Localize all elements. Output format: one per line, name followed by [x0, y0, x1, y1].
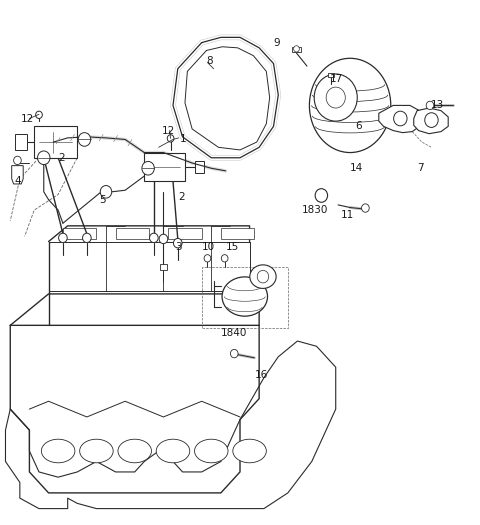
Polygon shape — [327, 73, 334, 77]
Circle shape — [394, 111, 407, 126]
Bar — [194, 161, 204, 173]
Circle shape — [230, 350, 238, 358]
Circle shape — [294, 46, 300, 52]
Text: 5: 5 — [99, 195, 106, 205]
Ellipse shape — [310, 58, 391, 153]
Circle shape — [221, 255, 228, 262]
Text: 17: 17 — [330, 74, 343, 84]
Circle shape — [13, 156, 21, 164]
Circle shape — [173, 238, 182, 248]
Text: 11: 11 — [340, 211, 354, 220]
Ellipse shape — [118, 439, 152, 463]
Text: 7: 7 — [417, 163, 424, 173]
Polygon shape — [63, 228, 96, 239]
Text: 9: 9 — [274, 38, 280, 48]
Circle shape — [361, 204, 369, 212]
Text: 15: 15 — [226, 242, 239, 252]
Polygon shape — [414, 108, 448, 134]
Text: 12: 12 — [161, 125, 175, 135]
Circle shape — [36, 111, 42, 119]
Circle shape — [425, 113, 438, 128]
Bar — [34, 127, 77, 158]
Text: 10: 10 — [202, 242, 215, 252]
Circle shape — [37, 151, 50, 164]
Circle shape — [426, 101, 434, 110]
Ellipse shape — [156, 439, 190, 463]
Circle shape — [257, 270, 269, 283]
Circle shape — [142, 162, 155, 175]
Ellipse shape — [194, 439, 228, 463]
Ellipse shape — [222, 277, 267, 316]
Bar — [15, 134, 27, 150]
Circle shape — [167, 135, 174, 142]
Ellipse shape — [41, 439, 75, 463]
Circle shape — [83, 233, 91, 243]
Ellipse shape — [233, 439, 266, 463]
Bar — [144, 153, 185, 181]
Text: 13: 13 — [431, 100, 444, 110]
Polygon shape — [168, 228, 202, 239]
Ellipse shape — [250, 265, 276, 288]
Circle shape — [59, 233, 67, 243]
Polygon shape — [12, 165, 23, 184]
Text: 1: 1 — [180, 134, 187, 144]
Circle shape — [326, 87, 345, 108]
Circle shape — [315, 188, 327, 202]
Circle shape — [314, 74, 357, 121]
Text: 2: 2 — [58, 153, 65, 163]
Circle shape — [100, 185, 112, 198]
Text: 8: 8 — [206, 56, 213, 66]
Polygon shape — [116, 228, 149, 239]
Text: 1840: 1840 — [221, 328, 247, 338]
Circle shape — [204, 255, 211, 262]
Text: 16: 16 — [254, 370, 268, 380]
Text: 4: 4 — [14, 176, 21, 186]
Circle shape — [150, 233, 158, 243]
Circle shape — [159, 234, 168, 244]
Bar — [159, 264, 167, 270]
Polygon shape — [379, 106, 422, 133]
Text: 12: 12 — [21, 113, 34, 123]
Text: 2: 2 — [178, 192, 184, 202]
Text: 3: 3 — [175, 242, 182, 252]
Polygon shape — [221, 228, 254, 239]
Ellipse shape — [80, 439, 113, 463]
Text: 1830: 1830 — [302, 205, 329, 215]
Polygon shape — [292, 47, 301, 52]
Text: 14: 14 — [350, 163, 363, 173]
Circle shape — [78, 133, 91, 146]
Text: 6: 6 — [355, 121, 361, 131]
